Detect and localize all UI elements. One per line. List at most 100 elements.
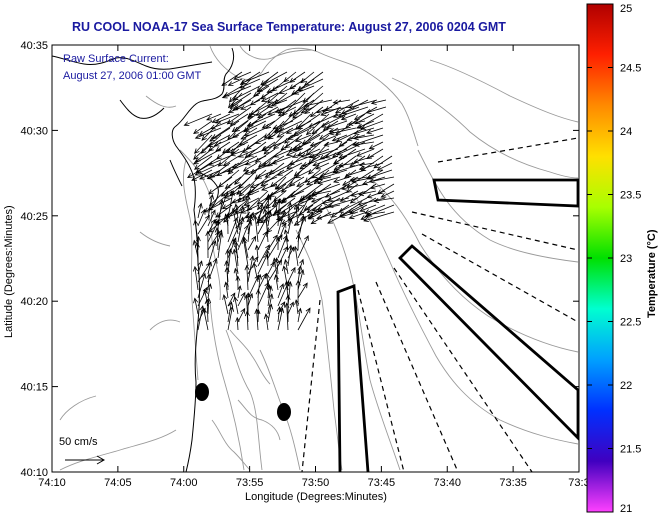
current-arrow bbox=[338, 162, 357, 168]
colorbar-tick-label: 24.5 bbox=[620, 63, 641, 75]
current-arrow bbox=[353, 127, 375, 135]
current-arrow bbox=[192, 148, 222, 165]
current-arrow bbox=[287, 301, 294, 315]
current-arrow bbox=[306, 197, 332, 214]
current-arrow bbox=[288, 155, 312, 166]
colorbar-tick-label: 22 bbox=[620, 380, 632, 392]
current-arrow bbox=[222, 294, 229, 315]
current-arrow bbox=[214, 226, 220, 251]
colorbar-tick-label: 24 bbox=[620, 126, 632, 138]
current-arrow bbox=[297, 141, 321, 157]
current-arrow bbox=[277, 307, 285, 331]
current-arrow bbox=[271, 155, 294, 165]
current-arrow bbox=[294, 169, 312, 179]
current-arrow bbox=[283, 258, 289, 275]
current-arrow bbox=[294, 134, 312, 143]
current-arrow bbox=[263, 216, 270, 243]
x-tick-label: 73:55 bbox=[236, 477, 264, 489]
current-arrow bbox=[194, 134, 213, 154]
current-arrow bbox=[369, 183, 386, 190]
current-arrow bbox=[233, 71, 252, 80]
current-arrow bbox=[234, 203, 239, 219]
current-arrow bbox=[296, 176, 314, 187]
current-arrow bbox=[338, 134, 357, 147]
current-arrow bbox=[204, 298, 210, 323]
current-arrow bbox=[193, 120, 213, 134]
current-arrow bbox=[244, 310, 250, 331]
current-arrow bbox=[233, 241, 240, 267]
current-arrow bbox=[327, 211, 350, 224]
current-arrow bbox=[227, 189, 235, 219]
current-arrow bbox=[261, 92, 279, 102]
current-arrow bbox=[297, 214, 306, 243]
current-arrow bbox=[293, 203, 299, 227]
current-arrow bbox=[227, 217, 239, 243]
current-arrow bbox=[247, 148, 267, 157]
current-arrow bbox=[224, 266, 230, 291]
current-arrow bbox=[297, 235, 309, 259]
current-arrow bbox=[267, 127, 285, 140]
current-arrow bbox=[253, 215, 259, 243]
current-arrow bbox=[294, 299, 300, 315]
current-arrow bbox=[183, 113, 213, 127]
current-arrow bbox=[315, 162, 330, 170]
current-arrow bbox=[291, 148, 312, 158]
current-arrow bbox=[267, 85, 288, 104]
current-arrow bbox=[207, 209, 216, 227]
current-arrow bbox=[200, 134, 222, 154]
current-arrow bbox=[257, 148, 285, 168]
current-arrow bbox=[207, 219, 220, 243]
current-arrow bbox=[313, 176, 332, 183]
current-arrow bbox=[332, 99, 351, 105]
figure-title: RU COOL NOAA-17 Sea Surface Temperature:… bbox=[72, 20, 506, 34]
colorbar-label: Temperature (°C) bbox=[646, 229, 658, 318]
current-arrow bbox=[267, 303, 274, 323]
y-tick-label: 40:10 bbox=[20, 467, 48, 479]
y-tick-label: 40:15 bbox=[20, 382, 48, 394]
current-arrow bbox=[197, 202, 203, 219]
current-arrow bbox=[237, 307, 246, 323]
scale-label: 50 cm/s bbox=[59, 436, 98, 448]
current-arrow bbox=[227, 224, 240, 251]
colorbar-tick-label: 23 bbox=[620, 253, 632, 265]
current-arrow bbox=[247, 214, 254, 243]
current-arrow bbox=[285, 148, 303, 157]
current-arrow bbox=[241, 141, 258, 154]
current-arrow bbox=[215, 219, 221, 235]
current-arrow bbox=[365, 106, 387, 114]
current-arrow bbox=[274, 257, 280, 275]
x-axis: 74:10 74:05 74:00 73:55 73:50 73:45 73:40 73:35… bbox=[38, 45, 590, 489]
current-arrow bbox=[187, 162, 213, 179]
current-arrow bbox=[227, 106, 243, 114]
current-arrow bbox=[209, 127, 231, 142]
current-arrow bbox=[276, 127, 294, 138]
x-tick-label: 74:00 bbox=[170, 477, 198, 489]
current-arrow bbox=[353, 155, 375, 164]
current-arrow bbox=[320, 106, 342, 116]
current-arrow bbox=[235, 275, 241, 291]
current-arrow bbox=[358, 190, 377, 197]
current-arrow bbox=[223, 281, 229, 299]
current-arrow bbox=[206, 113, 222, 121]
current-arrow bbox=[297, 265, 303, 283]
current-arrow bbox=[237, 224, 249, 251]
current-arrow bbox=[197, 208, 206, 227]
current-arrow bbox=[287, 244, 293, 267]
current-arrow bbox=[244, 155, 267, 166]
current-arrow bbox=[325, 120, 348, 129]
x-axis-label: Longitude (Degrees:Minutes) bbox=[245, 491, 387, 503]
current-arrow bbox=[293, 245, 299, 267]
current-arrow bbox=[301, 155, 330, 167]
current-arrow bbox=[229, 148, 249, 157]
current-arrow bbox=[253, 85, 270, 97]
current-arrow bbox=[267, 285, 273, 307]
current-arrow bbox=[221, 71, 243, 87]
current-arrow bbox=[297, 307, 303, 323]
current-arrow bbox=[191, 169, 213, 181]
current-arrow bbox=[311, 204, 341, 213]
current-arrow bbox=[254, 244, 260, 259]
current-arrow bbox=[215, 204, 233, 218]
current-arrow bbox=[310, 106, 324, 118]
current-arrow bbox=[322, 120, 339, 131]
current-arrow bbox=[342, 176, 359, 186]
